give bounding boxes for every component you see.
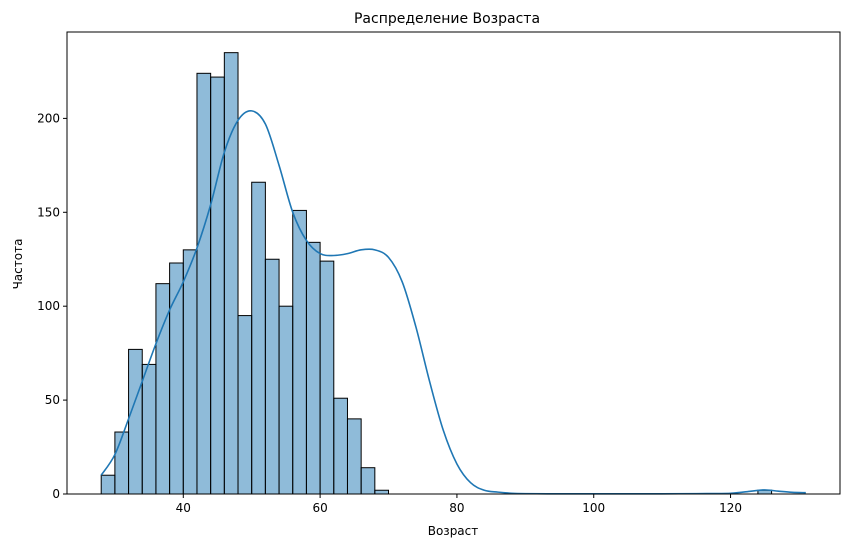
x-axis-label: Возраст [428, 524, 479, 538]
x-tick-label: 60 [312, 501, 327, 515]
x-tick-label: 80 [449, 501, 464, 515]
histogram-bar [251, 181, 266, 495]
y-tick-label: 0 [52, 487, 60, 501]
y-tick-label: 150 [37, 205, 60, 219]
histogram-bar [141, 363, 157, 495]
histogram-bar [128, 348, 143, 495]
histogram-bar [292, 209, 307, 495]
histogram-bar [196, 72, 212, 495]
chart-title: Распределение Возраста [354, 11, 540, 27]
histogram-bar [223, 52, 239, 495]
histogram-bar [346, 418, 362, 495]
histogram-bar [100, 474, 116, 495]
histogram-bar [237, 315, 253, 495]
y-tick-label: 100 [37, 299, 60, 313]
x-tick-label: 40 [176, 501, 191, 515]
x-axis-ticks: 40 60 80 100 120 [176, 494, 742, 515]
histogram-bar [305, 241, 321, 495]
plot-frame [66, 31, 841, 495]
histogram-bar [360, 467, 376, 495]
histogram-bar [169, 262, 184, 495]
histogram-bar [319, 260, 335, 495]
histogram-bar [333, 397, 348, 495]
y-axis-label: Частота [11, 239, 25, 290]
histogram-bar [374, 489, 390, 495]
histogram-bars [100, 52, 773, 495]
y-tick-label: 200 [37, 111, 60, 125]
y-axis-ticks: 0 50 100 150 200 [37, 111, 67, 501]
histogram-bar [114, 431, 130, 495]
histogram-bar [210, 76, 225, 495]
x-tick-label: 100 [582, 501, 605, 515]
histogram-bar [264, 258, 280, 495]
x-tick-label: 120 [719, 501, 742, 515]
histogram-bar [182, 249, 198, 495]
y-tick-label: 50 [45, 393, 60, 407]
histogram-bar [278, 305, 294, 495]
